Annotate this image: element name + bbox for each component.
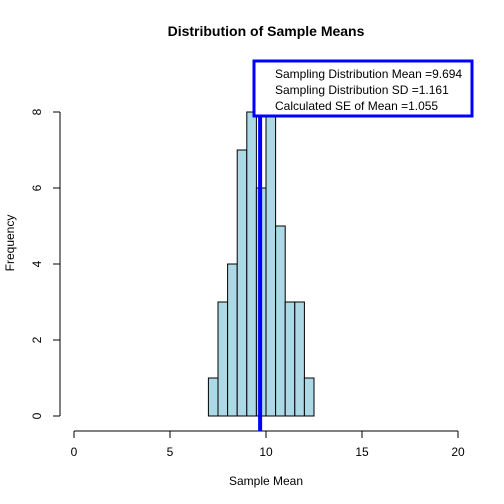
y-tick-label-6: 6 bbox=[30, 184, 44, 191]
histogram-bar-8 bbox=[284, 301, 296, 417]
chart-title: Distribution of Sample Means bbox=[168, 23, 365, 39]
x-tick-label-0: 0 bbox=[71, 445, 78, 459]
legend: Sampling Distribution Mean =9.694 Samplin… bbox=[252, 59, 474, 118]
x-tick-label-15: 15 bbox=[355, 445, 369, 459]
y-tick-label-4: 4 bbox=[30, 260, 44, 267]
legend-box bbox=[252, 59, 474, 118]
legend-line-0: Sampling Distribution Mean =9.694 bbox=[275, 67, 462, 81]
legend-line-2: Calculated SE of Mean =1.055 bbox=[275, 99, 438, 113]
histogram-bar-0 bbox=[207, 377, 219, 417]
y-tick-label-0: 0 bbox=[30, 412, 44, 419]
histogram-bar-4 bbox=[246, 111, 257, 417]
y-tick-label-8: 8 bbox=[30, 108, 44, 115]
histogram-bar-1 bbox=[217, 301, 229, 417]
histogram-bar-7 bbox=[275, 225, 286, 417]
x-tick-label-10: 10 bbox=[259, 445, 273, 459]
y-tick-label-2: 2 bbox=[30, 336, 44, 343]
y-axis: 0 2 4 6 8 bbox=[30, 108, 61, 419]
histogram-bar-9 bbox=[294, 301, 305, 417]
histogram-bar-6 bbox=[265, 111, 277, 417]
x-axis: 0 5 10 15 20 bbox=[71, 430, 465, 459]
histogram-bar-3 bbox=[236, 149, 248, 417]
legend-line-1: Sampling Distribution SD =1.161 bbox=[275, 83, 449, 97]
histogram-bar-2 bbox=[227, 263, 238, 417]
x-axis-label: Sample Mean bbox=[229, 474, 303, 488]
x-tick-label-20: 20 bbox=[451, 445, 465, 459]
x-tick-label-5: 5 bbox=[167, 445, 174, 459]
y-axis-label: Frequency bbox=[3, 215, 17, 272]
histogram-bar-10 bbox=[303, 377, 315, 417]
